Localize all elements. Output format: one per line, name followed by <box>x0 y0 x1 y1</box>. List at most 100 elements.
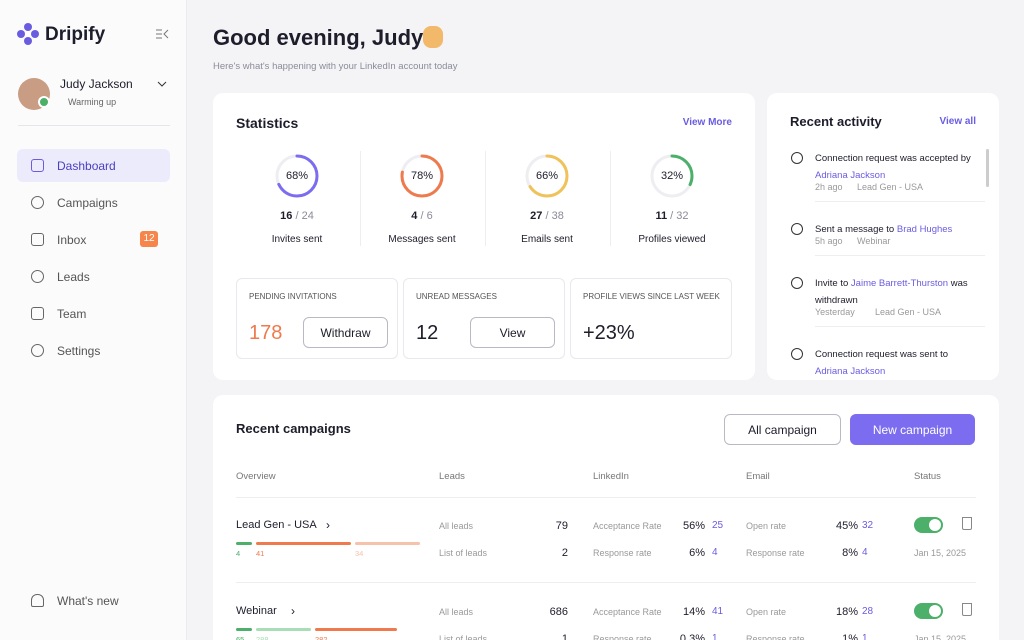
delete-icon[interactable] <box>962 517 972 530</box>
nav-icon <box>31 270 44 283</box>
leads-value: 2 <box>561 547 568 559</box>
progress-label: 65 <box>236 635 245 640</box>
linkedin-count: 41 <box>712 606 724 617</box>
activity-time: Yesterday <box>815 307 855 317</box>
linkedin-rate: 6% <box>689 547 705 559</box>
campaign-name[interactable]: Lead Gen - USA <box>236 519 317 531</box>
stats-link[interactable]: View More <box>682 117 732 128</box>
ring-value: 16 <box>280 210 293 222</box>
linkedin-rate: 14% <box>682 606 705 618</box>
text: Invite to <box>815 278 849 289</box>
progress-segment <box>236 628 252 631</box>
campaigns-title: Recent campaigns <box>236 421 351 436</box>
linkedin-count: 25 <box>712 520 724 531</box>
ring <box>650 154 694 198</box>
ring-label: Emails sent <box>521 234 573 245</box>
text: Connection request was accepted by <box>815 153 971 164</box>
separator <box>360 151 361 246</box>
campaign-button[interactable]: New campaign <box>850 414 975 445</box>
ring <box>525 154 569 198</box>
ring-count: 4 / 6 <box>382 210 462 222</box>
nav-item[interactable]: Leads <box>57 270 90 284</box>
stats-title: Statistics <box>236 115 299 131</box>
user-menu-chevron[interactable] <box>157 80 167 88</box>
collapse-icon[interactable] <box>155 28 169 40</box>
whats-new-icon <box>31 594 44 607</box>
linkedin-label: Response rate <box>593 634 652 640</box>
ring-value: 27 <box>530 210 543 222</box>
campaign-date: Jan 15, 2025 <box>914 634 967 640</box>
nav-item[interactable]: Inbox <box>57 233 87 247</box>
ring-percent: 66% <box>535 170 559 182</box>
campaigns-card: Recent campaigns All campaign New campaign… <box>213 395 999 640</box>
page-subtitle: Here's what's happening with your Linked… <box>213 61 458 72</box>
email-label: Response rate <box>746 548 805 558</box>
stat-box-button[interactable]: Withdraw <box>303 317 388 348</box>
activity-time: 5h ago <box>815 236 843 246</box>
progress-label: 288 <box>256 635 269 640</box>
ring-percent: 68% <box>285 170 309 182</box>
progress-segment <box>256 542 351 545</box>
ring-label: Invites sent <box>271 234 323 245</box>
nav-item[interactable]: Team <box>57 307 87 321</box>
stat-box-button[interactable]: View <box>470 317 555 348</box>
person[interactable]: Adriana Jackson <box>815 170 886 181</box>
activity-link[interactable]: View all <box>939 116 976 127</box>
user-name: Judy Jackson <box>60 77 133 91</box>
activity-campaign: Lead Gen - USA <box>875 307 942 317</box>
activity-divider <box>815 201 985 202</box>
email-count: 32 <box>862 520 874 531</box>
user-status: Warming up <box>68 97 117 107</box>
person[interactable]: Brad Hughes <box>896 224 953 235</box>
toggle-knob <box>929 605 941 617</box>
leads-value: 1 <box>561 633 568 640</box>
campaign-name[interactable]: Webinar <box>236 605 277 617</box>
nav-item[interactable]: Settings <box>57 344 101 358</box>
linkedin-label: Acceptance Rate <box>593 607 662 617</box>
activity-title: Recent activity <box>790 114 882 129</box>
progress-label: 4 <box>236 549 241 558</box>
campaign-button[interactable]: All campaign <box>724 414 841 445</box>
ring-value: 11 <box>655 210 668 222</box>
after: was withdrawn <box>815 278 968 306</box>
activity-campaign: Lead Gen - USA <box>857 182 924 192</box>
progress-segment <box>236 542 252 545</box>
column-header: LinkedIn <box>593 471 629 482</box>
email-label: Open rate <box>746 607 787 617</box>
nav-icon <box>31 159 44 172</box>
ring-percent: 78% <box>410 170 434 182</box>
progress-label: 282 <box>315 635 328 640</box>
ring-count: 27 / 38 <box>507 210 587 222</box>
stat-box-value: 12 <box>416 322 439 344</box>
progress-segment <box>355 542 420 545</box>
separator <box>610 151 611 246</box>
delete-icon[interactable] <box>962 603 972 616</box>
nav-icon <box>31 233 44 246</box>
nav-item[interactable]: Dashboard <box>57 159 116 173</box>
ring-label: Profiles viewed <box>638 234 706 245</box>
ring-arc <box>650 154 694 198</box>
progress-segment <box>256 628 311 631</box>
email-rate: 8% <box>842 547 858 559</box>
whats-new[interactable]: What's new <box>57 594 119 608</box>
nav-item[interactable]: Campaigns <box>57 196 118 210</box>
nav-icon <box>31 307 44 320</box>
leads-label: List of leads <box>439 634 488 640</box>
activity-time: 2h ago <box>815 182 843 192</box>
person[interactable]: Jaime Barrett-Thurston <box>850 278 949 289</box>
activity-icon <box>791 277 803 289</box>
activity-divider <box>815 326 985 327</box>
ring-label: Messages sent <box>388 234 456 245</box>
person[interactable]: Adriana Jackson <box>815 366 886 377</box>
ring-count: 16 / 24 <box>257 210 337 222</box>
logo-icon <box>17 23 39 45</box>
email-label: Response rate <box>746 634 805 640</box>
progress-label: 41 <box>256 549 265 558</box>
stat-box-value: +23% <box>583 322 635 344</box>
activity-icon <box>791 152 803 164</box>
stat-box-label: PROFILE VIEWS SINCE LAST WEEK <box>583 292 720 301</box>
ring-arc <box>525 154 569 198</box>
column-header: Status <box>914 471 941 482</box>
nav-active <box>17 149 170 182</box>
activity-card: Recent activity View all Connection reques… <box>767 93 999 380</box>
